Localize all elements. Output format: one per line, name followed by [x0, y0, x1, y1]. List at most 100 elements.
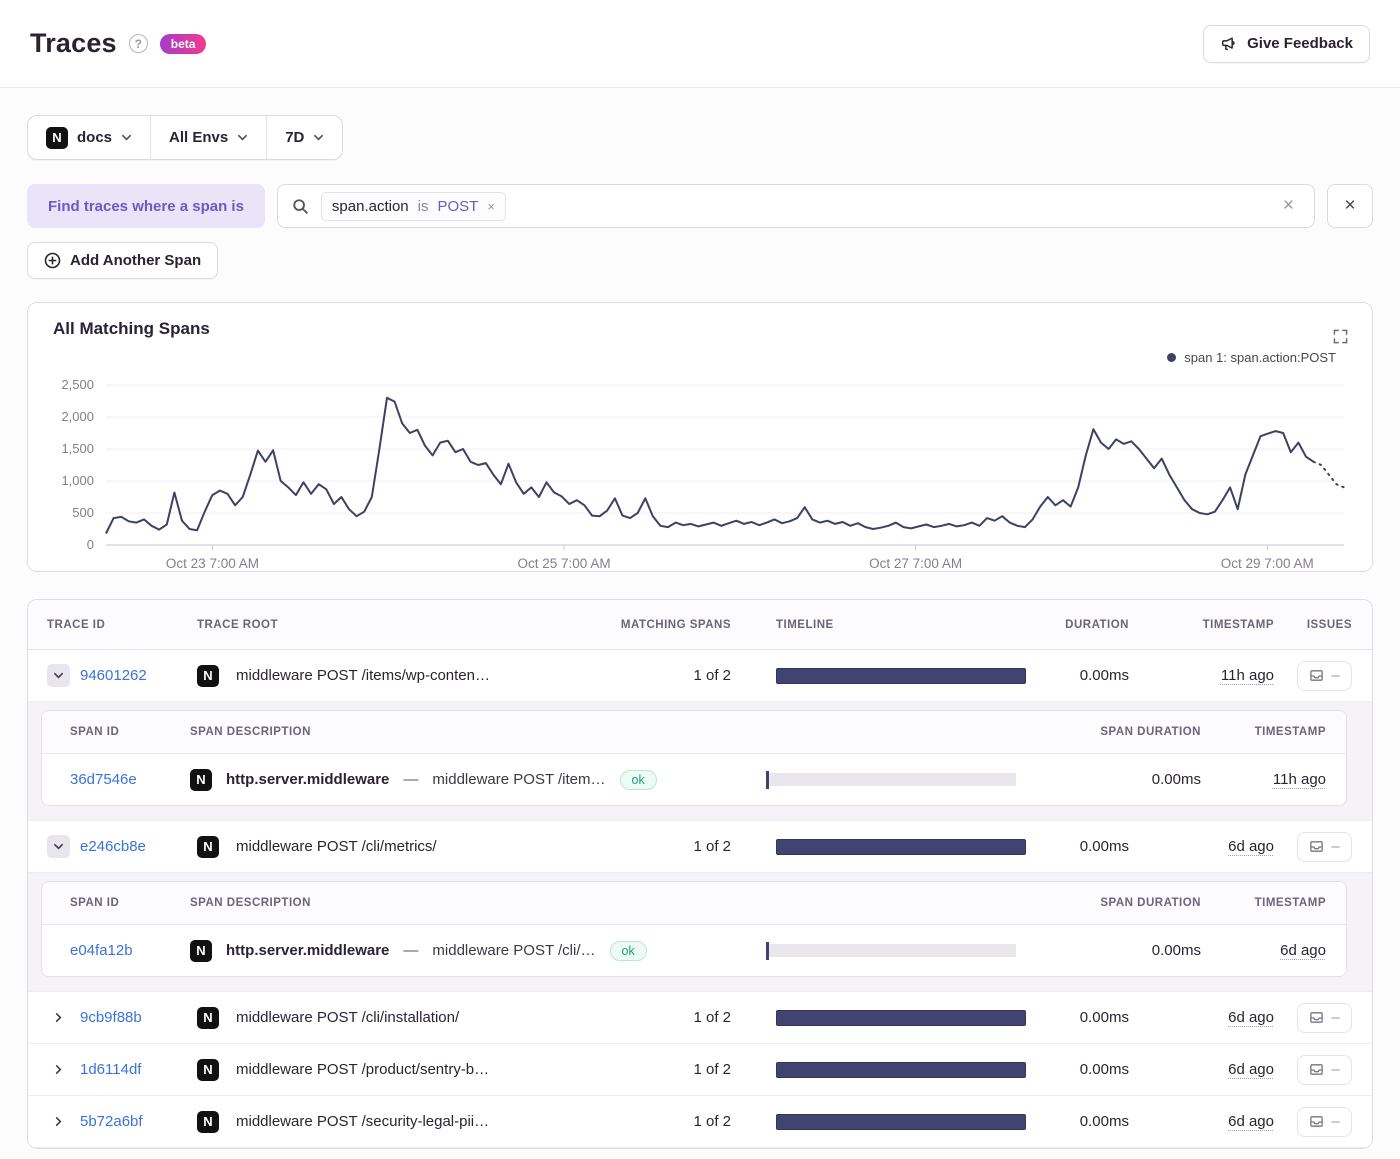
timestamp-link[interactable]: 6d ago: [1228, 838, 1274, 855]
chip-value: POST: [437, 197, 479, 215]
svg-text:Oct 25 7:00 AM: Oct 25 7:00 AM: [518, 556, 611, 571]
remove-span-row-button[interactable]: ×: [1327, 184, 1373, 228]
give-feedback-button[interactable]: Give Feedback: [1203, 24, 1370, 63]
matching-spans-count: 1 of 2: [693, 667, 731, 684]
table-row[interactable]: e246cb8e N middleware POST /cli/metrics/…: [28, 821, 1372, 873]
col-span-description: Span Description: [190, 726, 311, 738]
fullscreen-icon[interactable]: [1333, 329, 1348, 344]
table-row[interactable]: 94601262 N middleware POST /items/wp-con…: [28, 650, 1372, 702]
col-issues: Issues: [1306, 618, 1352, 631]
col-span-timestamp: Timestamp: [1254, 897, 1326, 909]
issues-pill[interactable]: –: [1297, 831, 1352, 862]
col-duration: Duration: [1065, 618, 1129, 631]
help-icon[interactable]: ?: [128, 34, 148, 53]
page-title: Traces: [30, 28, 117, 58]
span-id-link[interactable]: e04fa12b: [70, 942, 133, 959]
svg-text:Oct 27 7:00 AM: Oct 27 7:00 AM: [869, 556, 962, 571]
span-duration-value: 0.00ms: [1151, 771, 1201, 788]
trace-root-text: middleware POST /security-legal-pii…: [236, 1113, 490, 1130]
timeline-bar[interactable]: [776, 838, 1026, 855]
project-filter[interactable]: N docs: [28, 116, 150, 159]
nextjs-icon: N: [190, 768, 212, 791]
trace-id-link[interactable]: 9cb9f88b: [80, 1009, 142, 1026]
collapse-row-button[interactable]: [47, 664, 70, 687]
nextjs-icon: N: [197, 835, 219, 858]
chart-title: All Matching Spans: [53, 319, 210, 338]
trace-id-link[interactable]: 1d6114df: [80, 1061, 142, 1078]
span-row[interactable]: e04fa12b N http.server.middleware — midd…: [42, 925, 1346, 976]
table-row[interactable]: 9cb9f88b N middleware POST /cli/installa…: [28, 992, 1372, 1044]
svg-text:500: 500: [72, 505, 94, 520]
chevron-right-icon: [55, 1117, 62, 1126]
trace-id-link[interactable]: 94601262: [80, 667, 147, 684]
separator: —: [403, 942, 419, 959]
project-filter-label: docs: [77, 129, 113, 146]
inbox-icon: [1310, 1116, 1324, 1127]
chip-key: span.action: [331, 197, 409, 215]
svg-text:Oct 23 7:00 AM: Oct 23 7:00 AM: [166, 556, 259, 571]
table-row[interactable]: 1d6114df N middleware POST /product/sent…: [28, 1044, 1372, 1096]
issues-count: –: [1331, 667, 1340, 684]
collapse-row-button[interactable]: [47, 835, 70, 858]
clear-search-icon[interactable]: ×: [1282, 195, 1294, 216]
col-span-id: Span ID: [70, 726, 120, 738]
duration-value: 0.00ms: [1079, 667, 1129, 684]
svg-text:2,000: 2,000: [61, 409, 94, 424]
nextjs-icon: N: [190, 939, 212, 962]
span-timeline-tick: [766, 770, 769, 789]
table-row[interactable]: 5b72a6bf N middleware POST /security-leg…: [28, 1096, 1372, 1148]
find-traces-label: Find traces where a span is: [27, 184, 265, 228]
span-query-row: Find traces where a span is span.action …: [27, 184, 1373, 228]
issues-pill[interactable]: –: [1297, 1054, 1352, 1085]
spans-line-chart[interactable]: 0 500 1,000 1,500 2,000 2,500 Oct 23 7:00 AM Oc…: [48, 377, 1352, 577]
environment-filter[interactable]: All Envs: [150, 116, 266, 159]
beta-badge: beta: [159, 33, 207, 54]
trace-id-link[interactable]: e246cb8e: [80, 838, 146, 855]
table-header-row: Trace ID Trace Root Matching Spans Timel…: [28, 600, 1372, 650]
timeline-bar[interactable]: [776, 667, 1026, 684]
chevron-down-icon: [238, 134, 248, 141]
span-id-link[interactable]: 36d7546e: [70, 771, 137, 788]
issues-pill[interactable]: –: [1297, 1002, 1352, 1033]
chart-legend: span 1: span.action:POST: [1167, 350, 1336, 365]
date-range-filter[interactable]: 7D: [266, 116, 342, 159]
timestamp-link[interactable]: 11h ago: [1220, 667, 1274, 684]
timestamp-link[interactable]: 11h ago: [1272, 771, 1326, 788]
timestamp-link[interactable]: 6d ago: [1228, 1061, 1274, 1078]
issues-count: –: [1331, 838, 1340, 855]
expand-row-button[interactable]: [47, 1006, 70, 1029]
issues-pill[interactable]: –: [1297, 1106, 1352, 1137]
timeline-bar[interactable]: [776, 1009, 1026, 1026]
matching-spans-count: 1 of 2: [693, 838, 731, 855]
issues-pill[interactable]: –: [1297, 660, 1352, 691]
chevron-down-icon: [122, 134, 132, 141]
top-bar: Traces ? beta Give Feedback: [0, 0, 1400, 88]
span-op: http.server.middleware: [226, 942, 390, 959]
trace-id-link[interactable]: 5b72a6bf: [80, 1113, 143, 1130]
timeline-bar[interactable]: [776, 1061, 1026, 1078]
span-row[interactable]: 36d7546e N http.server.middleware — midd…: [42, 754, 1346, 805]
span-search-input[interactable]: span.action is POST × ×: [276, 184, 1315, 228]
chip-remove-icon[interactable]: ×: [487, 198, 495, 214]
page-filter-bar: N docs All Envs 7D: [27, 115, 344, 160]
expand-row-button[interactable]: [47, 1058, 70, 1081]
timestamp-link[interactable]: 6d ago: [1280, 942, 1326, 959]
trace-root-text: middleware POST /cli/installation/: [236, 1009, 460, 1026]
span-timeline-bar[interactable]: [769, 944, 1016, 957]
matching-spans-count: 1 of 2: [693, 1009, 731, 1026]
span-status-badge: ok: [609, 940, 647, 961]
environment-filter-label: All Envs: [169, 129, 229, 146]
col-span-duration: Span Duration: [1100, 726, 1201, 738]
svg-text:Oct 29 7:00 AM: Oct 29 7:00 AM: [1221, 556, 1314, 571]
timeline-bar[interactable]: [776, 1113, 1026, 1130]
timestamp-link[interactable]: 6d ago: [1228, 1113, 1274, 1130]
duration-value: 0.00ms: [1079, 838, 1129, 855]
circle-plus-icon: [44, 252, 61, 269]
legend-label: span 1: span.action:POST: [1184, 350, 1336, 365]
filter-chip-span-action[interactable]: span.action is POST ×: [320, 191, 506, 221]
timestamp-link[interactable]: 6d ago: [1228, 1009, 1274, 1026]
span-timeline-bar[interactable]: [769, 773, 1016, 786]
add-another-span-button[interactable]: Add Another Span: [27, 242, 219, 279]
expand-row-button[interactable]: [47, 1110, 70, 1133]
duration-value: 0.00ms: [1079, 1009, 1129, 1026]
